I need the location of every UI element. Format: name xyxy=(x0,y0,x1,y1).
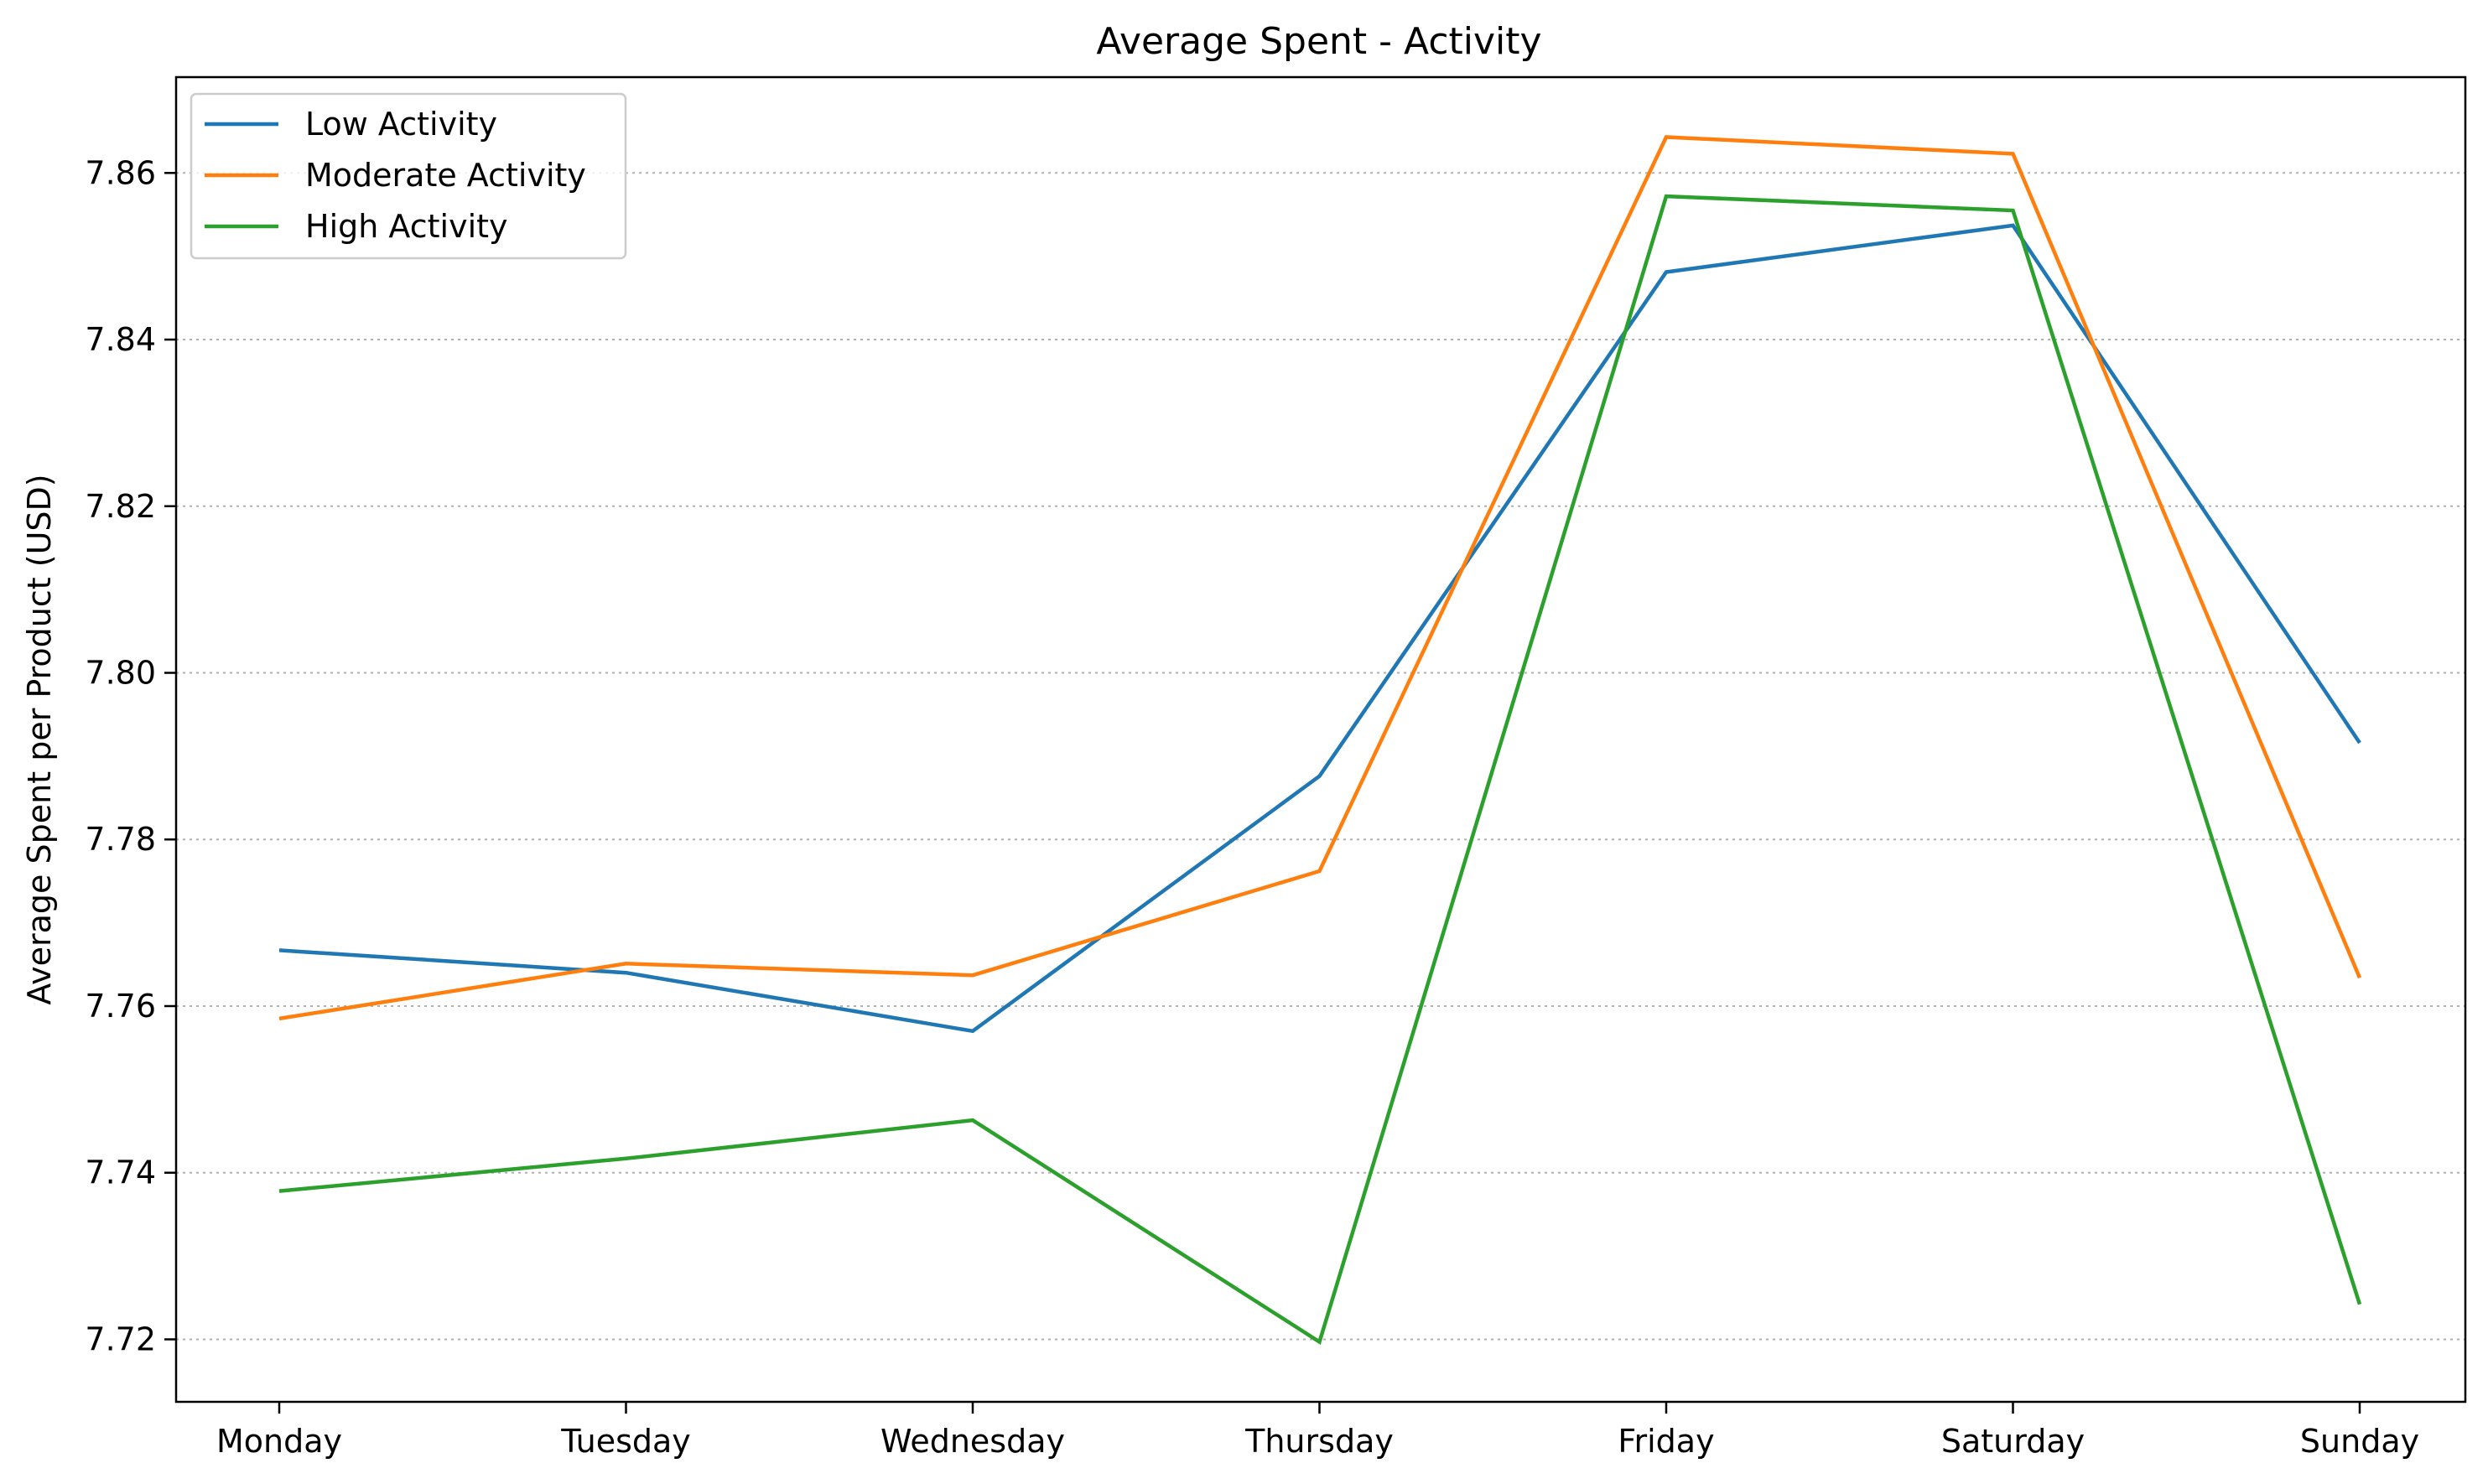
x-tick-label: Saturday xyxy=(1941,1423,2085,1460)
legend-label: Low Activity xyxy=(305,106,497,143)
legend-label: Moderate Activity xyxy=(305,157,586,194)
y-tick-label: 7.80 xyxy=(85,655,156,692)
y-tick-label: 7.84 xyxy=(85,321,156,358)
legend: Low Activity Moderate Activity High Activi… xyxy=(190,92,627,260)
y-tick-label: 7.82 xyxy=(85,488,156,525)
chart-title: Average Spent - Activity xyxy=(1096,20,1541,63)
y-tick-label: 7.86 xyxy=(85,154,156,191)
legend-box xyxy=(190,92,627,260)
legend-label: High Activity xyxy=(305,208,508,245)
x-tick-label: Wednesday xyxy=(880,1423,1065,1460)
x-tick-label: Monday xyxy=(216,1423,342,1460)
grid xyxy=(176,172,2465,1341)
x-tick-label: Sunday xyxy=(2300,1423,2419,1460)
series-line-high-activity xyxy=(278,194,2362,1345)
y-tick-label: 7.72 xyxy=(85,1321,156,1357)
y-tick-label: 7.74 xyxy=(85,1155,156,1191)
x-tick-label: Friday xyxy=(1618,1423,1714,1460)
y-axis-label: Average Spent per Product (USD) xyxy=(21,474,58,1004)
axis-ticks: 7.72 7.74 7.76 7.78 7.80 7.82 7.84 7.86 Monday Tu… xyxy=(85,154,2419,1460)
x-tick-label: Thursday xyxy=(1244,1423,1394,1460)
x-tick-label: Tuesday xyxy=(560,1423,691,1460)
series-lines xyxy=(278,135,2362,1345)
plot-frame xyxy=(174,75,2467,1404)
y-tick-label: 7.76 xyxy=(85,988,156,1025)
series-line-low-activity xyxy=(278,223,2361,1034)
series-line-moderate-activity xyxy=(278,135,2362,1021)
y-tick-label: 7.78 xyxy=(85,821,156,858)
